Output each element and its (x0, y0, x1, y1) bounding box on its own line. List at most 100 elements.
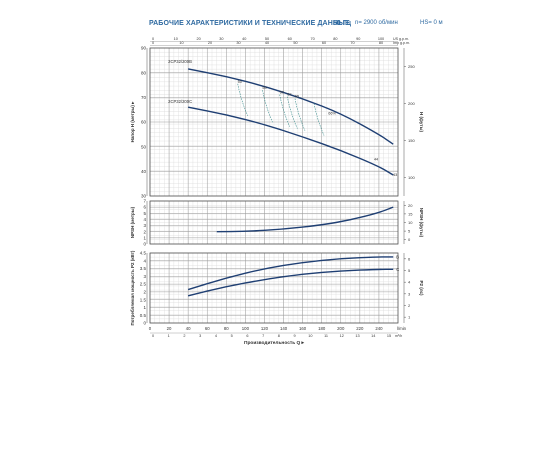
bottom-m3h-tick-label: 4 (215, 334, 217, 338)
npsh-series-line (216, 206, 394, 233)
x-axis-label: Производительность Q ▸ (244, 340, 305, 346)
head-ytick-label: 70 (141, 95, 147, 100)
chart-header: РАБОЧИЕ ХАРАКТЕРИСТИКИ И ТЕХНИЧЕСКИЕ ДАН… (0, 0, 550, 40)
power-right-tick-label: 1 (408, 315, 411, 320)
efficiency-label: 50 (238, 80, 242, 84)
power-right-tick-label: 6 (408, 256, 411, 261)
efficiency-label: 65 (295, 95, 299, 99)
bottom-m3h-tick-label: 9 (294, 334, 296, 338)
head-right-tick-label: 200 (408, 101, 415, 106)
npsh-ytick-label: 5 (143, 211, 146, 216)
head-ylabel-right: H (футы) (419, 112, 425, 132)
head-ytick-label: 50 (141, 144, 147, 149)
bottom-xtick-label: 80 (224, 326, 229, 331)
npsh-right-tick-label: 0 (408, 237, 411, 242)
bottom-xtick-label: 200 (337, 326, 345, 331)
efficiency-curve (313, 103, 325, 136)
head-ylabel: Напор H (метры) ▸ (130, 101, 135, 143)
top-axis-tick-label: 50 (265, 37, 269, 41)
bottom-xtick-label: 140 (280, 326, 288, 331)
head-ytick-label: 30 (141, 194, 147, 199)
head-ytick-label: 60 (141, 120, 147, 125)
top-axis-tick-label: 20 (196, 37, 200, 41)
bottom-m3h-tick-label: 14 (371, 334, 375, 338)
header-hs: HS= 0 м (420, 20, 443, 26)
top-axis-tick-label: 80 (333, 37, 337, 41)
npsh-ytick-label: 6 (143, 205, 146, 210)
power-ytick-label: 4.5 (140, 251, 147, 256)
top-axis-tick-label: 50 (293, 41, 297, 45)
head-ytick-label: 40 (141, 169, 147, 174)
power-series-name: B (396, 254, 399, 259)
bottom-xtick-label: 60 (205, 326, 210, 331)
bottom-xunit: l/min (397, 326, 407, 331)
head-series-name: 2CP32/200C (168, 99, 192, 104)
bottom-xtick-label: 20 (167, 326, 172, 331)
npsh-ylabel: NPSH (метры) (130, 206, 135, 238)
head-series-line (188, 68, 394, 145)
bottom-m3h-tick-label: 12 (340, 334, 344, 338)
efficiency-curve (279, 94, 290, 127)
head-series-name: 2CP32/200B (168, 59, 192, 64)
head-series-line (188, 106, 394, 176)
bottom-m3h-tick-label: 11 (324, 334, 328, 338)
npsh-ylabel-right: NPSH (футы) (419, 208, 425, 238)
top-axis-tick-label: 10 (174, 37, 178, 41)
head-right-tick-label: 100 (408, 175, 415, 180)
bottom-xtick-label: 40 (186, 326, 191, 331)
bottom-m3h-tick-label: 10 (308, 334, 312, 338)
top-axis-unit: US g.p.m. (393, 37, 409, 41)
efficiency-curve (287, 96, 298, 129)
top-axis-tick-label: 10 (179, 41, 183, 45)
power-ylabel-right: P2 (лс) (419, 280, 424, 296)
bottom-m3h-tick-label: 2 (183, 334, 185, 338)
head-point-label: 43 (393, 173, 397, 177)
power-series-line (187, 268, 394, 297)
npsh-ytick-label: 7 (143, 199, 146, 204)
power-right-tick-label: 3 (408, 291, 411, 296)
top-axis-tick-label: 30 (236, 41, 240, 45)
header-speed: n= 2900 об/мин (355, 20, 398, 26)
bottom-xtick-label: 180 (318, 326, 326, 331)
efficiency-label: 60 (280, 91, 284, 95)
power-ytick-label: 0 (143, 321, 146, 326)
top-axis-tick-label: 20 (208, 41, 212, 45)
head-right-tick-label: 150 (408, 138, 415, 143)
bottom-xtick-label: 0 (149, 326, 152, 331)
power-series-name: C (396, 267, 399, 272)
power-right-tick-label: 4 (408, 280, 411, 285)
bottom-m3h-tick-label: 15 (387, 334, 391, 338)
power-ytick-label: 0.5 (140, 313, 147, 318)
bottom-m3h-unit: m³/h (395, 334, 402, 338)
bottom-m3h-tick-label: 8 (278, 334, 280, 338)
power-ytick-label: 4 (143, 258, 146, 263)
bottom-xtick-label: 240 (375, 326, 383, 331)
power-ytick-label: 1 (143, 305, 146, 310)
top-axis-tick-label: 0 (152, 41, 154, 45)
power-ytick-label: 2 (143, 289, 146, 294)
bottom-xtick-label: 160 (299, 326, 307, 331)
power-ytick-label: 1.5 (140, 297, 147, 302)
npsh-ytick-label: 0 (143, 242, 146, 247)
bottom-m3h-tick-label: 3 (199, 334, 201, 338)
top-axis-tick-label: 100 (378, 37, 384, 41)
power-right-tick-label: 5 (408, 268, 411, 273)
power-ytick-label: 3.5 (140, 266, 147, 271)
npsh-ytick-label: 3 (143, 223, 146, 228)
npsh-ytick-label: 2 (143, 229, 146, 234)
top-axis-unit: Imp g.p.m. (393, 41, 410, 45)
npsh-right-tick-label: 10 (408, 220, 413, 225)
head-frame (149, 47, 399, 197)
top-axis-tick-label: 60 (322, 41, 326, 45)
top-axis-tick-label: 90 (356, 37, 360, 41)
top-axis-tick-label: 70 (350, 41, 354, 45)
top-axis-tick-label: 30 (219, 37, 223, 41)
header-title: РАБОЧИЕ ХАРАКТЕРИСТИКИ И ТЕХНИЧЕСКИЕ ДАН… (149, 20, 350, 27)
efficiency-curve (294, 98, 306, 131)
head-ytick-label: 90 (141, 46, 147, 51)
bottom-xtick-label: 220 (356, 326, 364, 331)
bottom-m3h-tick-label: 7 (262, 334, 264, 338)
head-right-tick-label: 250 (408, 64, 415, 69)
power-ytick-label: 3 (143, 274, 146, 279)
efficiency-curve (262, 90, 273, 123)
